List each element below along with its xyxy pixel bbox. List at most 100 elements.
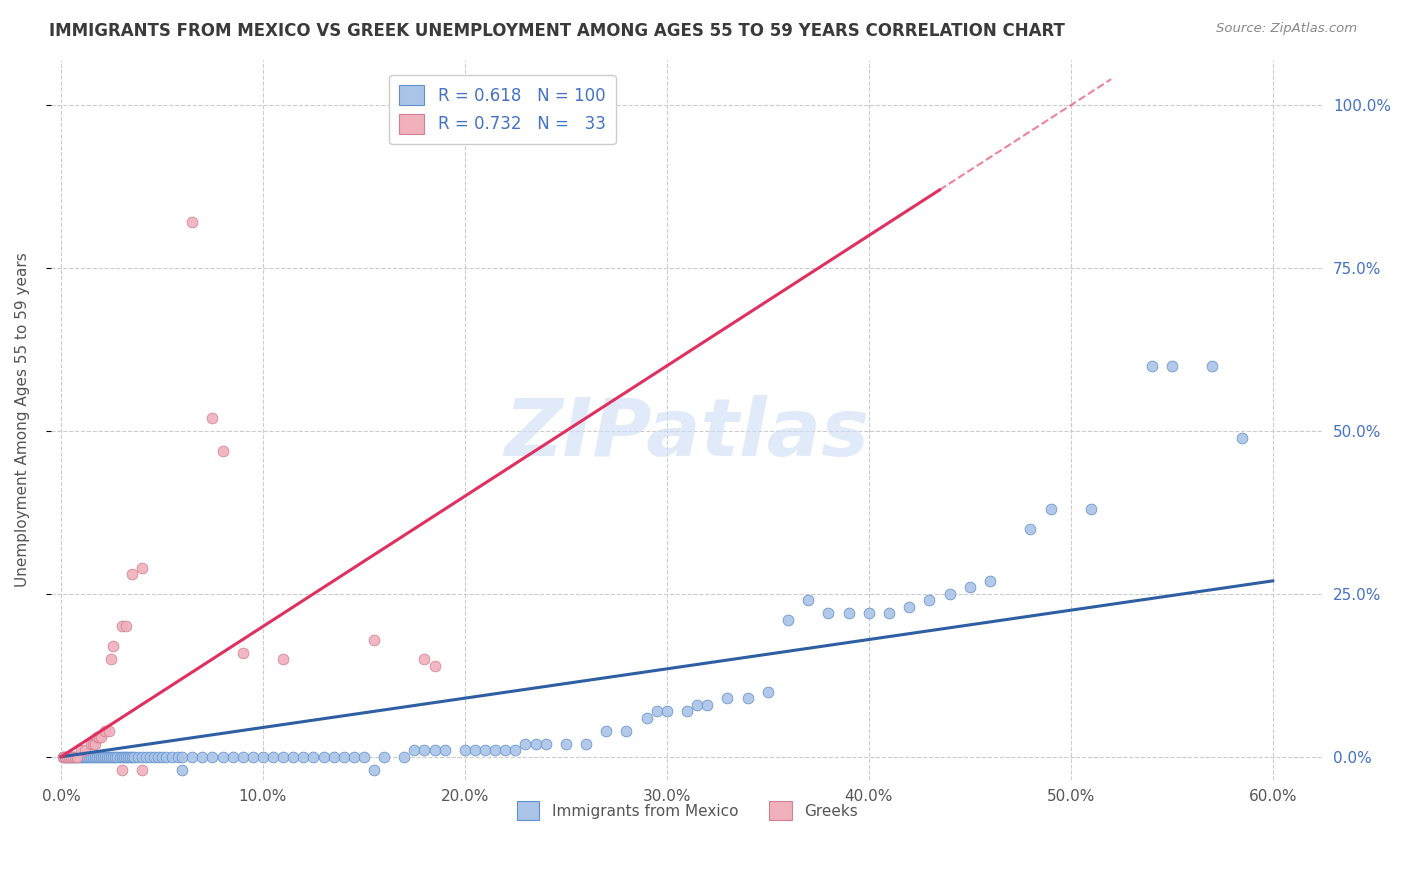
Point [58, 749, 80, 764]
Point [60, 749, 83, 764]
Point [53, 749, 76, 764]
Point [93, 749, 115, 764]
Point [1201, 359, 1223, 373]
Point [66, 749, 89, 764]
Point [70, 743, 93, 757]
Point [1160, 359, 1182, 373]
Point [86, 731, 108, 745]
Point [94, 749, 117, 764]
Point [271, 652, 294, 666]
Point [56, 749, 79, 764]
Point [82, 749, 104, 764]
Point [121, 749, 143, 764]
Point [1019, 522, 1042, 536]
Point [242, 749, 264, 764]
Point [86, 749, 108, 764]
Point [201, 749, 224, 764]
Point [292, 749, 315, 764]
Point [131, 561, 153, 575]
Point [232, 749, 254, 764]
Point [146, 749, 169, 764]
Point [52, 749, 75, 764]
Point [1039, 502, 1062, 516]
Point [474, 743, 496, 757]
Point [131, 749, 153, 764]
Text: ZIPatlas: ZIPatlas [505, 395, 869, 473]
Point [322, 749, 344, 764]
Point [454, 743, 477, 757]
Point [62, 749, 84, 764]
Point [110, 619, 132, 633]
Point [89, 731, 111, 745]
Y-axis label: Unemployment Among Ages 55 to 59 years: Unemployment Among Ages 55 to 59 years [15, 252, 30, 587]
Point [201, 411, 224, 425]
Point [554, 737, 576, 751]
Point [172, 749, 194, 764]
Point [423, 743, 446, 757]
Point [77, 749, 100, 764]
Point [103, 749, 125, 764]
Legend: Immigrants from Mexico, Greeks: Immigrants from Mexico, Greeks [510, 795, 863, 826]
Point [262, 749, 284, 764]
Point [858, 607, 880, 621]
Point [84, 749, 107, 764]
Point [938, 587, 960, 601]
Point [94, 723, 117, 738]
Point [636, 711, 658, 725]
Point [100, 652, 122, 666]
Point [110, 749, 132, 764]
Point [979, 574, 1001, 588]
Point [353, 749, 375, 764]
Point [63, 749, 86, 764]
Point [343, 749, 366, 764]
Point [53, 749, 76, 764]
Point [80, 737, 103, 751]
Point [127, 749, 149, 764]
Point [838, 607, 860, 621]
Point [918, 593, 941, 607]
Point [332, 749, 354, 764]
Point [67, 749, 90, 764]
Point [394, 749, 416, 764]
Point [107, 749, 129, 764]
Point [232, 646, 254, 660]
Point [211, 443, 233, 458]
Point [1232, 430, 1254, 444]
Point [121, 567, 143, 582]
Point [75, 749, 97, 764]
Point [484, 743, 506, 757]
Point [56, 749, 79, 764]
Point [756, 684, 779, 698]
Point [696, 698, 718, 712]
Point [167, 749, 190, 764]
Point [211, 749, 233, 764]
Point [676, 704, 699, 718]
Point [797, 593, 820, 607]
Point [616, 723, 638, 738]
Text: IMMIGRANTS FROM MEXICO VS GREEK UNEMPLOYMENT AMONG AGES 55 TO 59 YEARS CORRELATI: IMMIGRANTS FROM MEXICO VS GREEK UNEMPLOY… [49, 22, 1066, 40]
Point [58, 749, 80, 764]
Point [100, 749, 122, 764]
Point [98, 749, 121, 764]
Point [172, 763, 194, 777]
Point [595, 723, 617, 738]
Point [464, 743, 486, 757]
Point [373, 749, 395, 764]
Point [181, 215, 204, 229]
Point [494, 743, 516, 757]
Point [898, 599, 921, 614]
Point [363, 632, 385, 647]
Point [252, 749, 274, 764]
Point [737, 691, 759, 706]
Text: Source: ZipAtlas.com: Source: ZipAtlas.com [1216, 22, 1357, 36]
Point [118, 749, 141, 764]
Point [70, 749, 93, 764]
Point [155, 749, 177, 764]
Point [959, 581, 981, 595]
Point [60, 749, 83, 764]
Point [76, 749, 98, 764]
Point [505, 743, 527, 757]
Point [1140, 359, 1163, 373]
Point [142, 749, 165, 764]
Point [423, 658, 446, 673]
